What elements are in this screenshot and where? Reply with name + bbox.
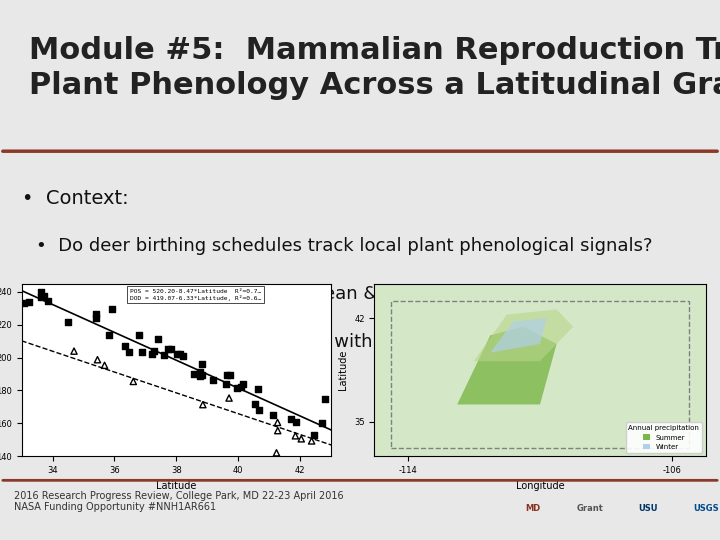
- Text: Grant: Grant: [577, 504, 604, 513]
- Point: [99, 361, 110, 369]
- Point: [319, 395, 330, 404]
- Point: [42, 297, 54, 306]
- Point: [225, 370, 236, 379]
- Polygon shape: [457, 327, 557, 404]
- Text: •  Do deer birthing schedules track local plant phenological signals?: • Do deer birthing schedules track local…: [36, 237, 652, 255]
- Point: [250, 400, 261, 409]
- Point: [152, 335, 163, 344]
- Point: [194, 368, 205, 376]
- Point: [166, 345, 177, 353]
- Point: [35, 293, 47, 302]
- Point: [220, 380, 231, 388]
- Point: [91, 355, 103, 364]
- Point: [23, 298, 35, 307]
- Point: [107, 304, 118, 313]
- Point: [148, 347, 160, 355]
- Point: [171, 350, 183, 359]
- Point: [197, 400, 209, 409]
- Point: [127, 377, 139, 386]
- Text: Module #5:  Mammalian Reproduction Tracks
Plant Phenology Across a Latitudinal G: Module #5: Mammalian Reproduction Tracks…: [29, 36, 720, 100]
- Point: [272, 426, 284, 435]
- Point: [271, 448, 282, 457]
- Point: [62, 318, 73, 326]
- Text: POS = 520.20-8.47*Latitude  R²=0.7…
DOD = 419.07-6.33*Latitude, R²=0.6…: POS = 520.20-8.47*Latitude R²=0.7… DOD =…: [130, 289, 261, 301]
- Point: [289, 431, 301, 440]
- Point: [158, 350, 169, 359]
- Point: [253, 406, 265, 414]
- Point: [237, 380, 248, 388]
- Text: •  Context:: • Context:: [22, 190, 128, 208]
- Bar: [391, 301, 689, 448]
- Point: [19, 299, 30, 307]
- Point: [188, 370, 199, 379]
- Point: [194, 372, 205, 380]
- Point: [295, 435, 307, 443]
- Y-axis label: Latitude: Latitude: [338, 350, 348, 390]
- Point: [286, 415, 297, 424]
- Point: [146, 349, 158, 358]
- Point: [136, 348, 148, 356]
- Point: [68, 347, 80, 355]
- Text: •  Does juvenile production vary with timing and form of precipitation?: • Does juvenile production vary with tim…: [36, 333, 675, 351]
- Point: [177, 352, 189, 361]
- Point: [232, 383, 243, 392]
- Text: USGS: USGS: [693, 504, 719, 513]
- Text: •  Which month best predicts mean &variance in juvenile production?: • Which month best predicts mean &varian…: [36, 285, 666, 303]
- X-axis label: Latitude: Latitude: [156, 481, 197, 490]
- Point: [316, 418, 328, 427]
- Text: MD: MD: [525, 504, 541, 513]
- Point: [90, 313, 102, 322]
- Point: [174, 350, 185, 359]
- Point: [104, 330, 115, 339]
- Point: [134, 330, 145, 339]
- Point: [123, 348, 135, 356]
- Point: [253, 385, 264, 394]
- Polygon shape: [474, 309, 573, 361]
- Point: [222, 370, 233, 379]
- X-axis label: Longitude: Longitude: [516, 481, 564, 490]
- Text: 2016 Research Progress Review, College Park, MD 22-23 April 2016
NASA Funding Op: 2016 Research Progress Review, College P…: [14, 490, 344, 512]
- Point: [235, 383, 247, 391]
- Point: [223, 394, 235, 402]
- Point: [309, 430, 320, 439]
- Point: [197, 371, 208, 380]
- Point: [208, 376, 220, 384]
- Point: [306, 437, 318, 445]
- Point: [162, 345, 174, 354]
- Point: [290, 417, 302, 426]
- Legend: Summer, Winter: Summer, Winter: [626, 422, 702, 453]
- Point: [90, 310, 102, 319]
- Polygon shape: [490, 318, 546, 353]
- Point: [35, 288, 47, 296]
- Point: [196, 360, 207, 369]
- Point: [119, 342, 130, 350]
- Point: [38, 292, 50, 300]
- Point: [271, 418, 283, 427]
- Point: [267, 411, 279, 420]
- Text: USU: USU: [638, 504, 658, 513]
